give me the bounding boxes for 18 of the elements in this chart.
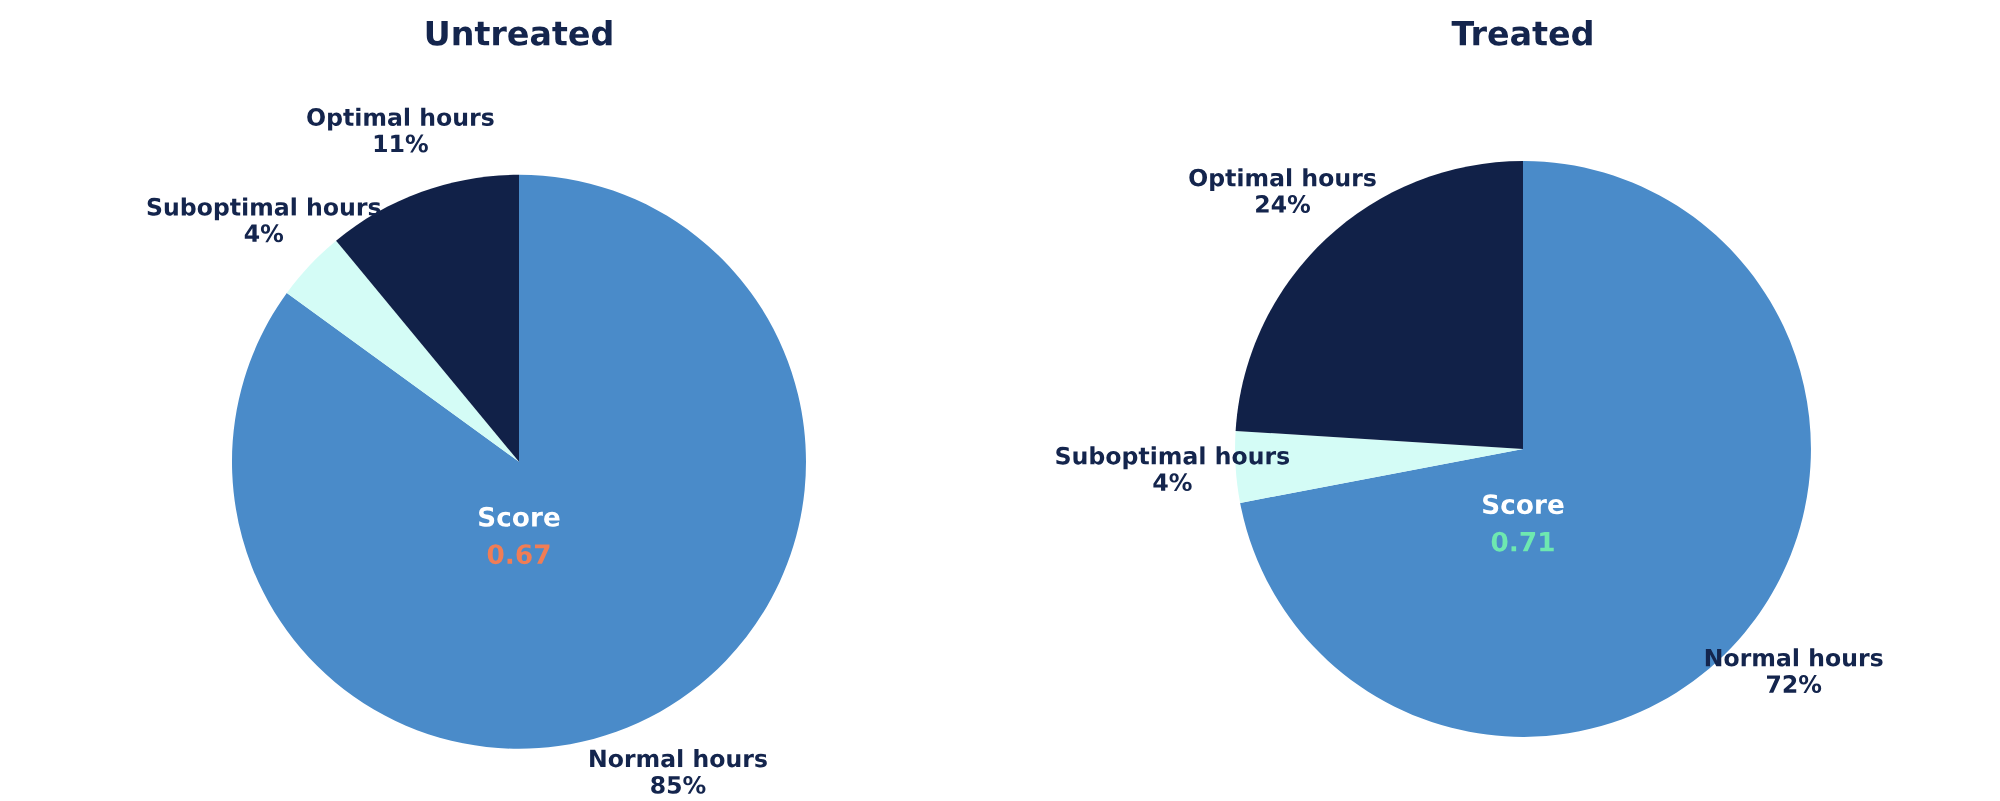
data-label: 72% [1767,675,1822,693]
text: 0.67 [487,544,550,565]
data-label: 4% [244,224,284,243]
chart-title: Treated [1451,19,1592,46]
data-label: 85% [651,775,706,794]
pie-slice [286,240,519,462]
text: 0.71 [1491,531,1554,552]
slice-label: Normal hours [590,749,767,768]
slice-label: Optimal hours [1189,168,1376,192]
slice-label: Suboptimal hours [1056,446,1290,470]
chart-title: Untreated [426,19,612,46]
text: Score [1483,494,1564,515]
data-label: 24% [1256,195,1311,213]
slice-label: Suboptimal hours [147,197,381,221]
slice-label: Optimal hours [307,107,494,131]
data-label: 4% [1153,473,1192,492]
data-label: 11% [374,134,428,153]
text: Score [479,506,560,527]
